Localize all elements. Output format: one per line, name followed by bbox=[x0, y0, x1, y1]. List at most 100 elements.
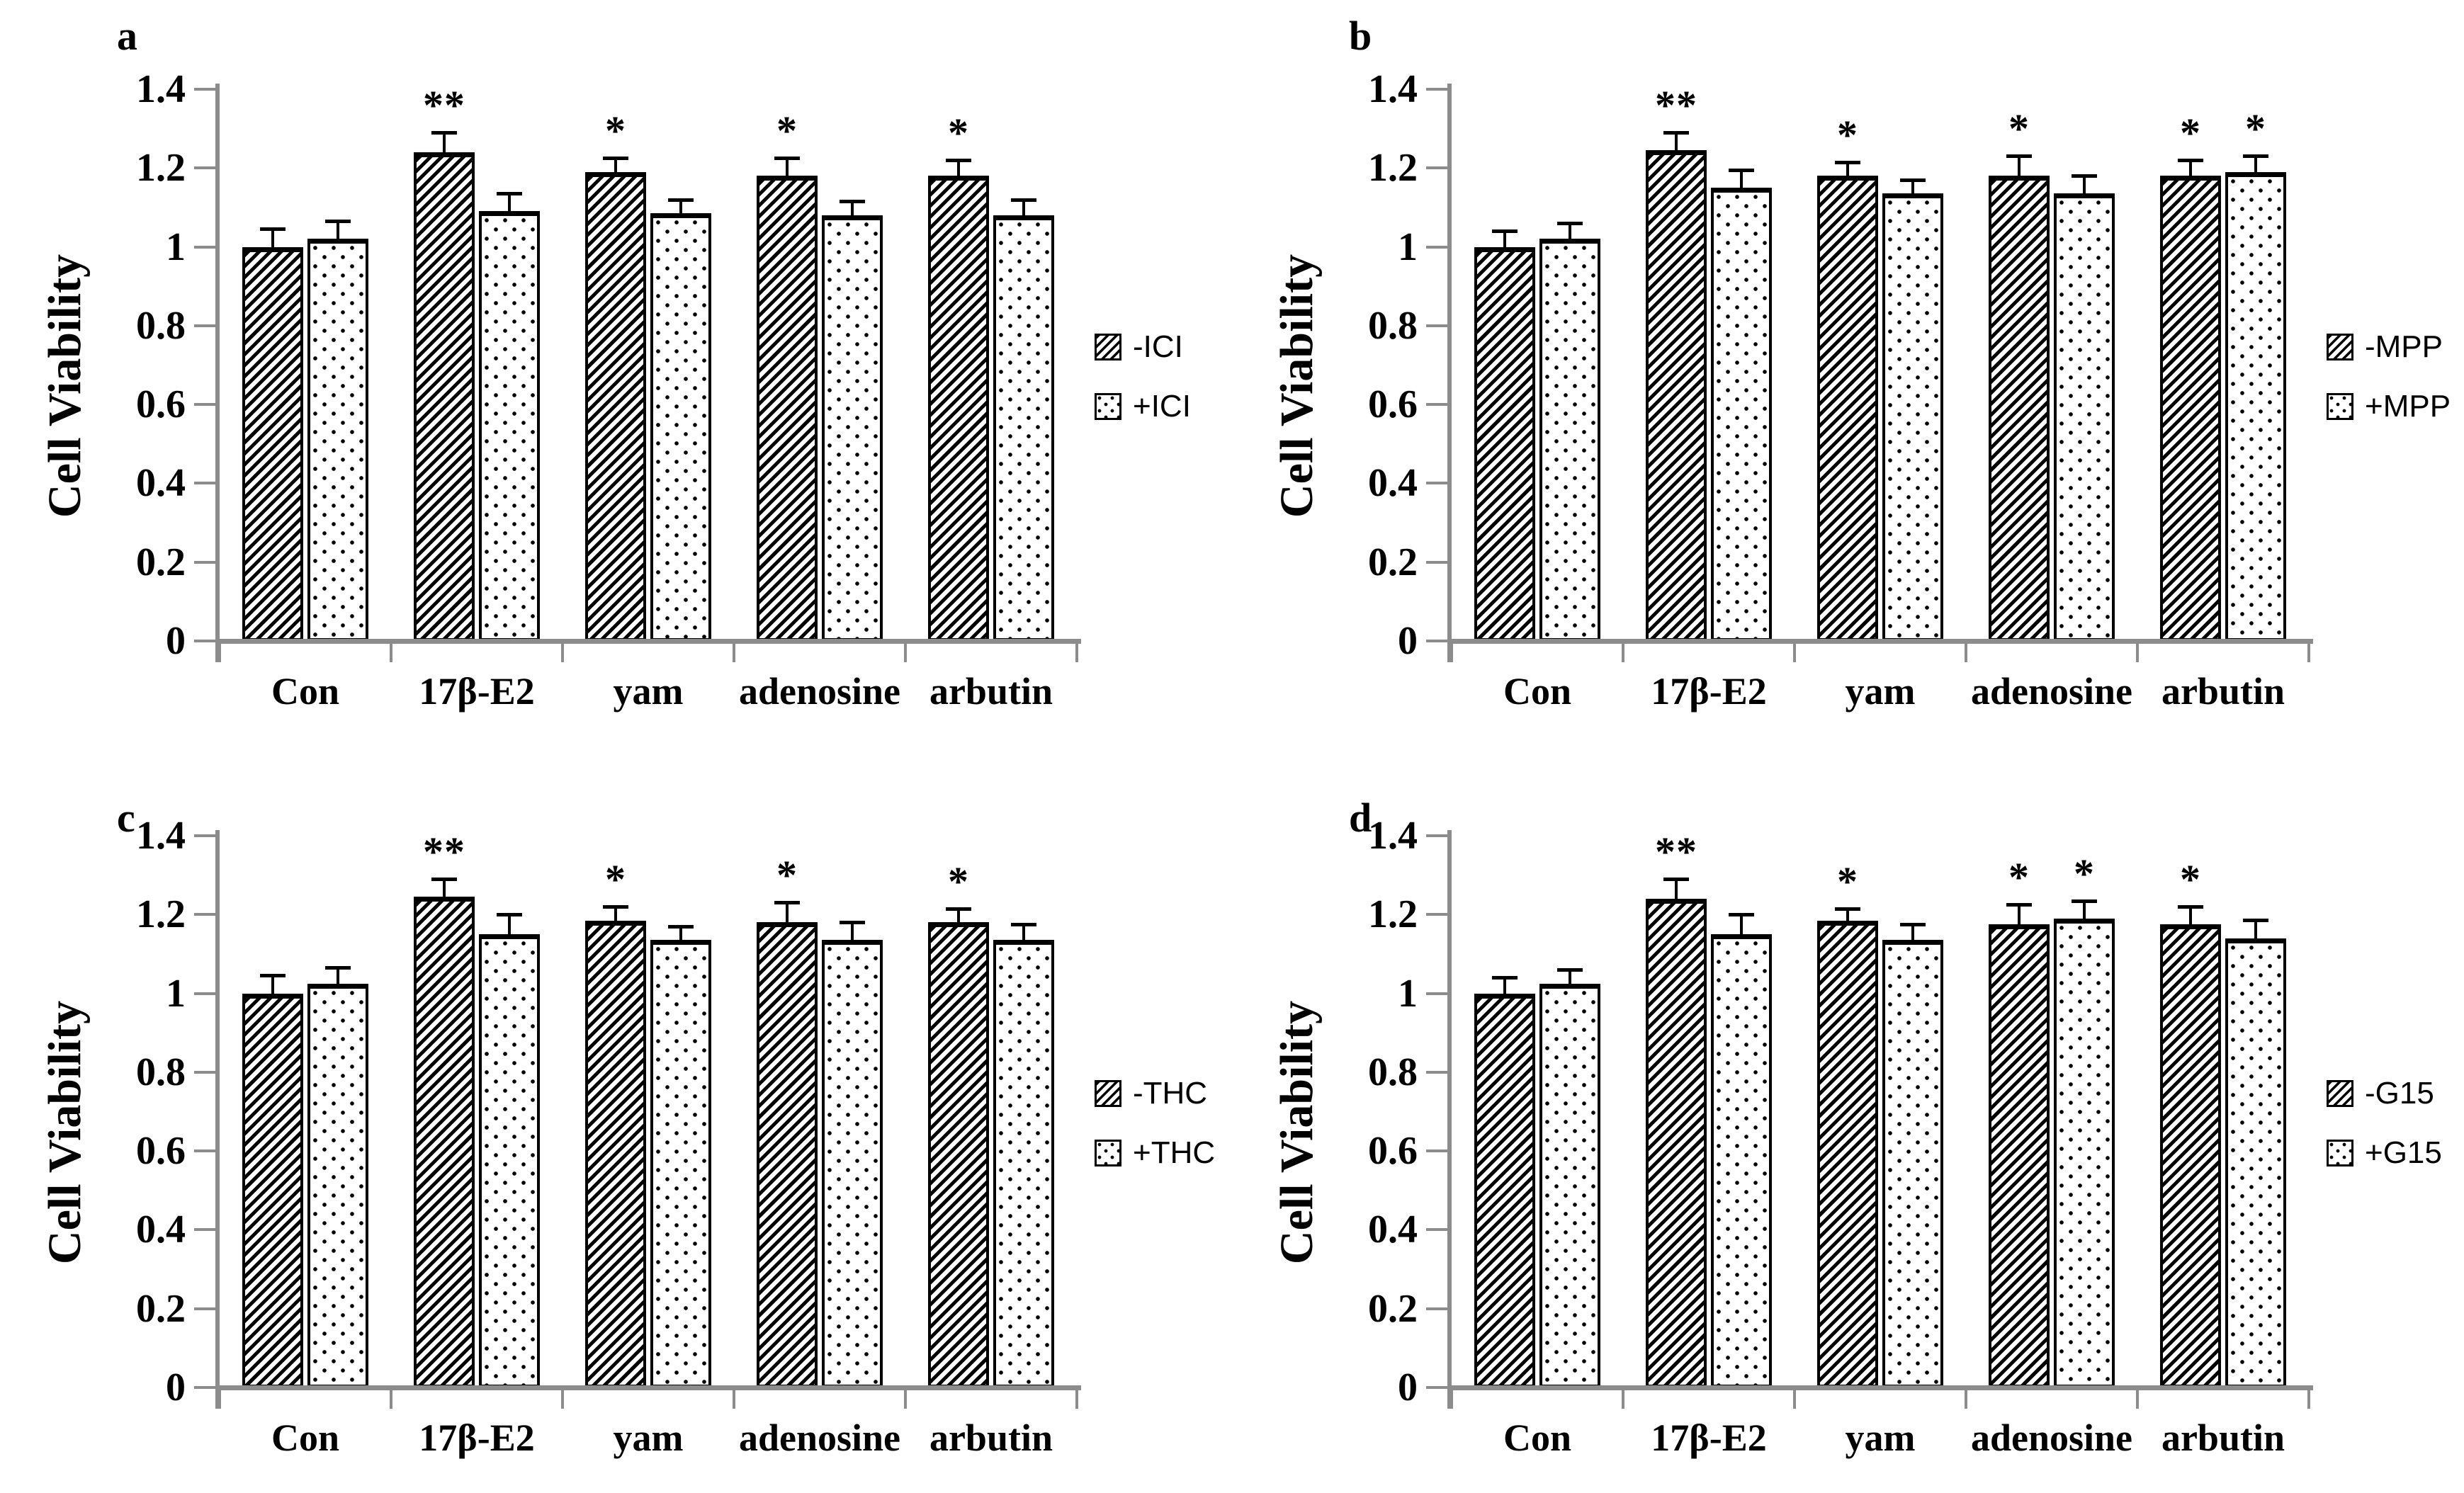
significance-marker: * bbox=[605, 856, 626, 902]
legend-label: +ICI bbox=[1133, 389, 1191, 424]
error-bar bbox=[668, 924, 694, 941]
x-tick bbox=[390, 641, 392, 662]
x-tick bbox=[1622, 1387, 1624, 1409]
error-bar bbox=[603, 157, 628, 172]
y-tick bbox=[1426, 1386, 1447, 1389]
error-bar-stem bbox=[337, 966, 339, 984]
significance-marker: * bbox=[776, 852, 798, 899]
error-bar bbox=[1835, 160, 1860, 176]
error-bar bbox=[840, 200, 865, 216]
error-bar-stem bbox=[2189, 904, 2192, 925]
panel-letter: b bbox=[1349, 13, 1372, 59]
legend-key-hatched-icon bbox=[1095, 1080, 1121, 1107]
x-tick bbox=[2307, 641, 2310, 662]
y-tick-label: 0.8 bbox=[1368, 303, 1418, 348]
x-category-label: yam bbox=[1845, 670, 1916, 713]
error-bar-stem bbox=[2083, 174, 2086, 194]
y-axis bbox=[215, 830, 220, 1409]
y-tick bbox=[1426, 992, 1447, 995]
x-tick bbox=[218, 641, 221, 662]
y-tick-label: 1 bbox=[166, 971, 186, 1016]
legend-item: -THC bbox=[1095, 1078, 1215, 1109]
x-category-label: yam bbox=[613, 670, 684, 713]
y-tick-label: 1.4 bbox=[1368, 67, 1418, 111]
x-category-label: Con bbox=[271, 1417, 340, 1459]
significance-marker: ** bbox=[1655, 81, 1697, 128]
error-bar-stem bbox=[679, 924, 682, 941]
legend-key-dotted-icon bbox=[1095, 393, 1121, 420]
error-bar bbox=[2243, 919, 2268, 938]
x-category-label: yam bbox=[613, 1417, 684, 1459]
bar-hatched bbox=[242, 246, 303, 641]
error-bar-stem bbox=[271, 974, 274, 994]
legend-item: +THC bbox=[1095, 1137, 1215, 1169]
y-tick bbox=[194, 1386, 215, 1389]
x-tick bbox=[1965, 1387, 1967, 1409]
bar-hatched bbox=[2160, 924, 2221, 1387]
y-tick-label: 0.2 bbox=[136, 1286, 186, 1331]
y-tick bbox=[194, 913, 215, 916]
y-tick-label: 0.4 bbox=[136, 1208, 186, 1252]
error-bar-stem bbox=[508, 192, 511, 212]
bar-hatched bbox=[414, 152, 475, 641]
y-tick bbox=[194, 992, 215, 995]
error-bar bbox=[774, 157, 800, 176]
error-bar-stem bbox=[2254, 154, 2257, 172]
error-bar bbox=[603, 904, 628, 921]
legend-item: -ICI bbox=[1095, 331, 1191, 363]
error-bar-stem bbox=[1911, 178, 1914, 194]
bar-hatched bbox=[1817, 920, 1878, 1387]
y-tick bbox=[194, 560, 215, 564]
x-axis bbox=[215, 1385, 1081, 1390]
y-tick bbox=[194, 834, 215, 837]
bar-hatched bbox=[1646, 899, 1707, 1387]
error-bar-stem bbox=[786, 901, 789, 923]
bar-hatched bbox=[242, 993, 303, 1387]
x-category-label: adenosine bbox=[1970, 670, 2133, 713]
legend-item: -G15 bbox=[2327, 1078, 2442, 1109]
y-tick-label: 1.2 bbox=[136, 892, 186, 937]
error-bar bbox=[1900, 178, 1926, 194]
legend: -G15 +G15 bbox=[2327, 1078, 2442, 1197]
x-tick bbox=[390, 1387, 392, 1409]
significance-marker: * bbox=[605, 108, 626, 154]
y-tick-label: 0 bbox=[1398, 1366, 1418, 1409]
legend-label: -ICI bbox=[1133, 329, 1183, 364]
bar-hatched bbox=[1989, 924, 2050, 1387]
error-bar bbox=[2243, 154, 2268, 172]
legend-label: +G15 bbox=[2365, 1135, 2442, 1170]
error-bar-stem bbox=[1503, 976, 1506, 994]
y-tick-label: 0.6 bbox=[1368, 1129, 1418, 1174]
y-tick-label: 1.2 bbox=[1368, 146, 1418, 191]
y-tick-label: 1 bbox=[1398, 225, 1418, 269]
error-bar-stem bbox=[1911, 922, 1914, 941]
legend: -MPP +MPP bbox=[2327, 331, 2451, 450]
y-tick bbox=[194, 482, 215, 485]
x-category-label: Con bbox=[1503, 670, 1572, 713]
error-bar-stem bbox=[851, 200, 854, 216]
y-tick bbox=[194, 166, 215, 170]
x-tick bbox=[1793, 641, 1796, 662]
bar-hatched bbox=[757, 176, 818, 641]
error-bar bbox=[2006, 154, 2032, 176]
error-bar-stem bbox=[786, 157, 789, 176]
error-bar bbox=[2178, 904, 2203, 925]
error-bar bbox=[1729, 913, 1754, 935]
x-axis bbox=[1447, 639, 2313, 644]
x-tick bbox=[1075, 641, 1078, 662]
x-category-label: adenosine bbox=[1970, 1417, 2133, 1459]
error-bar-stem bbox=[337, 220, 339, 239]
x-tick bbox=[561, 641, 564, 662]
y-tick-label: 0 bbox=[166, 1366, 186, 1409]
error-bar bbox=[2006, 903, 2032, 925]
y-tick-label: 0.4 bbox=[1368, 1208, 1418, 1252]
significance-marker: * bbox=[776, 108, 798, 154]
legend-key-hatched-icon bbox=[1095, 334, 1121, 361]
legend: -ICI +ICI bbox=[1095, 331, 1191, 450]
y-tick bbox=[194, 640, 215, 642]
error-bar-stem bbox=[1740, 913, 1743, 935]
significance-marker: ** bbox=[1655, 828, 1697, 875]
y-tick bbox=[1426, 1307, 1447, 1310]
error-bar bbox=[1663, 877, 1689, 899]
x-tick bbox=[2136, 641, 2139, 662]
